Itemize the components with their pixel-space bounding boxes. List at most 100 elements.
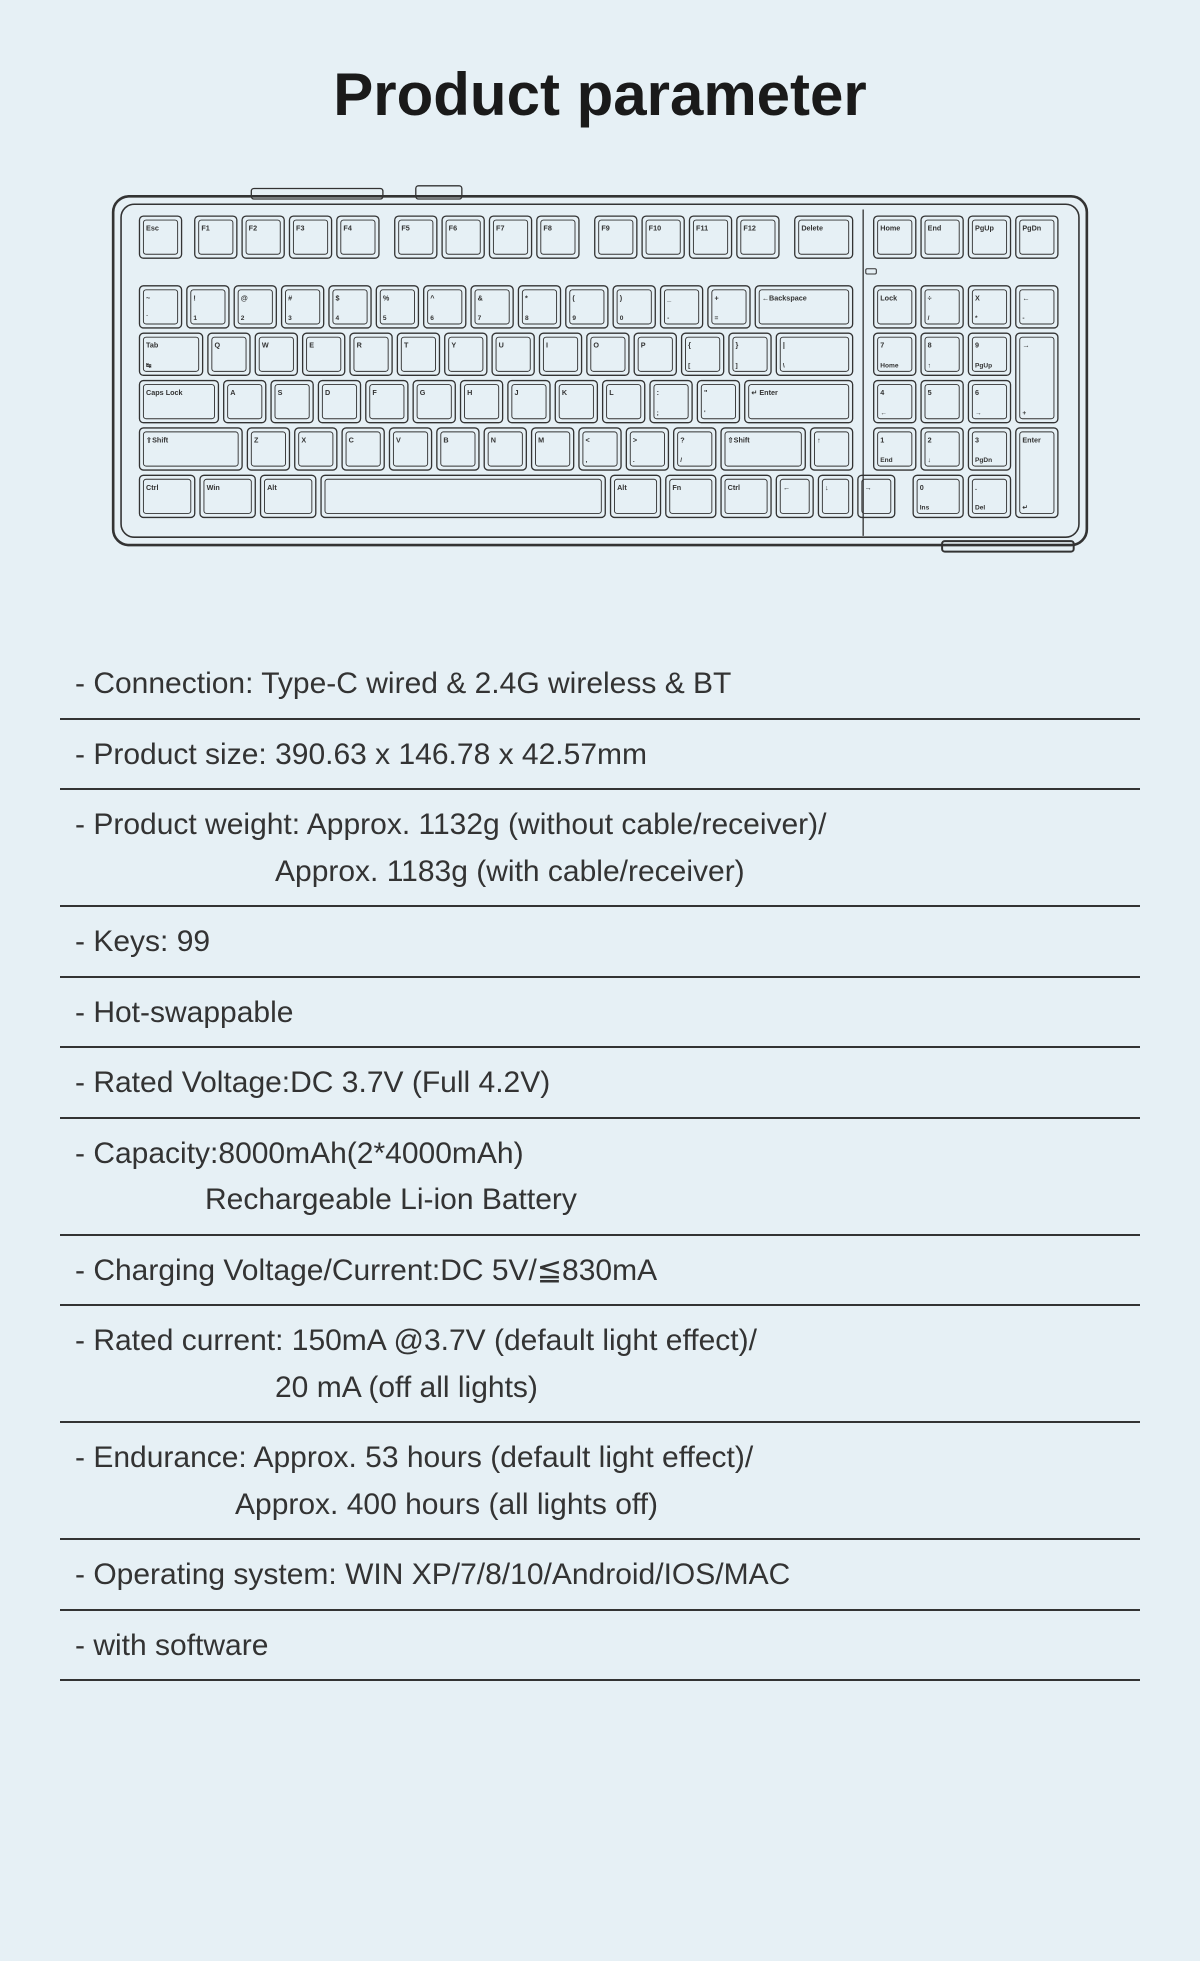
- svg-text:1: 1: [193, 315, 197, 322]
- svg-text:5: 5: [383, 315, 387, 322]
- svg-text:F8: F8: [543, 224, 551, 233]
- spec-line: - Keys: 99: [75, 919, 1140, 966]
- spec-row: - Keys: 99: [60, 907, 1140, 978]
- svg-text:↑: ↑: [817, 435, 821, 444]
- svg-text:F1: F1: [201, 224, 209, 233]
- spec-line: - Endurance: Approx. 53 hours (default l…: [75, 1435, 1140, 1482]
- svg-text:Caps Lock: Caps Lock: [146, 388, 183, 397]
- svg-text:X: X: [301, 435, 306, 444]
- svg-text:↑: ↑: [928, 362, 931, 369]
- svg-text:0: 0: [920, 483, 924, 492]
- svg-text:!: !: [193, 293, 195, 302]
- svg-text:7: 7: [880, 341, 884, 350]
- svg-text:→: →: [1022, 341, 1029, 350]
- svg-text:L: L: [609, 388, 614, 397]
- svg-text:↵: ↵: [1022, 505, 1028, 512]
- svg-text:4: 4: [880, 388, 884, 397]
- svg-text:Esc: Esc: [146, 224, 159, 233]
- spec-row: - Product size: 390.63 x 146.78 x 42.57m…: [60, 720, 1140, 791]
- spec-line: - Product weight: Approx. 1132g (without…: [75, 802, 1140, 849]
- svg-text:Y: Y: [451, 341, 456, 350]
- svg-text:F7: F7: [496, 224, 504, 233]
- svg-text:Home: Home: [880, 362, 899, 369]
- svg-text:_: _: [666, 293, 672, 302]
- svg-text:Ctrl: Ctrl: [146, 483, 158, 492]
- svg-text:←: ←: [783, 483, 790, 492]
- svg-text:6: 6: [975, 388, 979, 397]
- svg-text:←: ←: [1022, 293, 1029, 302]
- svg-text:D: D: [325, 388, 330, 397]
- spec-line: - Rated current: 150mA @3.7V (default li…: [75, 1318, 1140, 1365]
- svg-text:N: N: [491, 435, 496, 444]
- svg-text:Win: Win: [207, 483, 220, 492]
- keyboard-diagram: EscF1F2F3F4F5F6F7F8F9F10F11F12DeleteHome…: [60, 179, 1140, 569]
- spec-line: 20 mA (off all lights): [75, 1365, 1140, 1412]
- svg-text:F2: F2: [249, 224, 257, 233]
- svg-text:M: M: [538, 435, 544, 444]
- spec-line: - Connection: Type-C wired & 2.4G wirele…: [75, 661, 1140, 708]
- svg-text:R: R: [357, 341, 363, 350]
- svg-text:/: /: [928, 315, 930, 322]
- svg-text:{: {: [688, 341, 691, 350]
- svg-text:Lock: Lock: [880, 293, 898, 302]
- svg-text:5: 5: [928, 388, 932, 397]
- svg-text:+: +: [1022, 410, 1026, 417]
- svg-text:K: K: [562, 388, 568, 397]
- svg-text:[: [: [688, 362, 691, 369]
- svg-text:7: 7: [478, 315, 482, 322]
- svg-text:End: End: [880, 457, 892, 464]
- spec-row: - Hot-swappable: [60, 978, 1140, 1049]
- svg-text:9: 9: [572, 315, 576, 322]
- svg-text:P: P: [641, 341, 646, 350]
- svg-text:Enter: Enter: [1022, 435, 1041, 444]
- svg-text:/: /: [680, 457, 682, 464]
- svg-text:F4: F4: [343, 224, 351, 233]
- svg-text:÷: ÷: [928, 293, 932, 302]
- svg-text:%: %: [383, 293, 390, 302]
- svg-text:$: $: [336, 293, 340, 302]
- spec-line: Approx. 400 hours (all lights off): [75, 1482, 1140, 1529]
- svg-text:8: 8: [525, 315, 529, 322]
- svg-text:*: *: [525, 293, 528, 302]
- svg-text:J: J: [514, 388, 518, 397]
- svg-text:>: >: [633, 435, 637, 444]
- svg-text:`: `: [146, 315, 148, 322]
- svg-text:F5: F5: [401, 224, 409, 233]
- svg-text:2: 2: [241, 315, 245, 322]
- svg-text:8: 8: [928, 341, 932, 350]
- svg-text:Q: Q: [214, 341, 220, 350]
- svg-text:T: T: [404, 341, 409, 350]
- svg-text:→: →: [864, 483, 871, 492]
- svg-text:F11: F11: [696, 224, 708, 233]
- svg-text:←: ←: [880, 410, 887, 417]
- spec-line: - Hot-swappable: [75, 990, 1140, 1037]
- svg-text:?: ?: [680, 435, 684, 444]
- spec-row: - Rated Voltage:DC 3.7V (Full 4.2V): [60, 1048, 1140, 1119]
- svg-text:': ': [704, 410, 706, 417]
- svg-text:PgUp: PgUp: [975, 362, 992, 369]
- spec-line: - Charging Voltage/Current:DC 5V/≦830mA: [75, 1248, 1140, 1295]
- svg-text:H: H: [467, 388, 472, 397]
- svg-text:=: =: [714, 315, 718, 322]
- spec-row: - Capacity:8000mAh(2*4000mAh)Rechargeabl…: [60, 1119, 1140, 1236]
- svg-text:I: I: [546, 341, 548, 350]
- svg-text:6: 6: [430, 315, 434, 322]
- spec-row: - Connection: Type-C wired & 2.4G wirele…: [60, 649, 1140, 720]
- svg-text:↹: ↹: [146, 362, 152, 369]
- svg-text:X: X: [975, 293, 980, 302]
- svg-text:B: B: [443, 435, 448, 444]
- svg-text:F3: F3: [296, 224, 304, 233]
- svg-text:E: E: [309, 341, 314, 350]
- svg-text:U: U: [499, 341, 504, 350]
- svg-text:2: 2: [928, 435, 932, 444]
- svg-text:F6: F6: [449, 224, 457, 233]
- svg-text:F: F: [372, 388, 377, 397]
- svg-text:O: O: [593, 341, 599, 350]
- svg-text:PgDn: PgDn: [975, 457, 992, 464]
- svg-text:3: 3: [975, 435, 979, 444]
- svg-text:;: ;: [657, 410, 659, 417]
- product-parameter-page: Product parameter EscF1F2F3F4F5F6F7F8F9F…: [0, 0, 1200, 1761]
- svg-text:.: .: [975, 483, 977, 492]
- spec-row: - Operating system: WIN XP/7/8/10/Androi…: [60, 1540, 1140, 1611]
- svg-text:V: V: [396, 435, 401, 444]
